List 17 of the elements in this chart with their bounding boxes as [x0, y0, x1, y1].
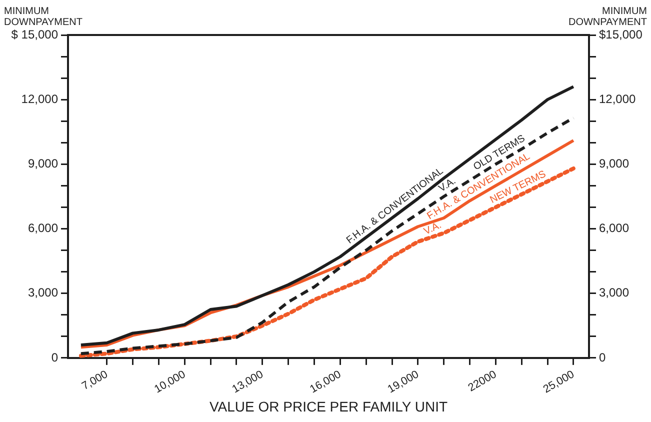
y2-tick-label: $15,000: [599, 27, 643, 42]
y2-tick-label: 0: [599, 350, 606, 364]
y2-axis-title: MINIMUM DOWNPAYMENT: [567, 6, 647, 28]
annotation: V.A.: [422, 220, 444, 238]
x-tick-label: 7,000: [80, 368, 110, 393]
y-tick-label: 12,000: [21, 92, 58, 106]
y2-tick-label: 9,000: [599, 156, 630, 170]
y2-tick-label: 6,000: [599, 221, 630, 236]
y2-tick-label: 12,000: [599, 92, 636, 106]
y-axis-title: MINIMUM DOWNPAYMENT: [4, 6, 84, 28]
y-tick-label: 3,000: [28, 286, 58, 300]
y-tick-label: $ 15,000: [11, 27, 58, 42]
y-tick-label: 6,000: [28, 221, 58, 236]
y-tick-label: 9,000: [28, 156, 58, 170]
x-axis-title: VALUE OR PRICE PER FAMILY UNIT: [209, 398, 448, 414]
y-tick-label: 0: [51, 350, 58, 364]
y2-tick-label: 3,000: [599, 286, 630, 300]
